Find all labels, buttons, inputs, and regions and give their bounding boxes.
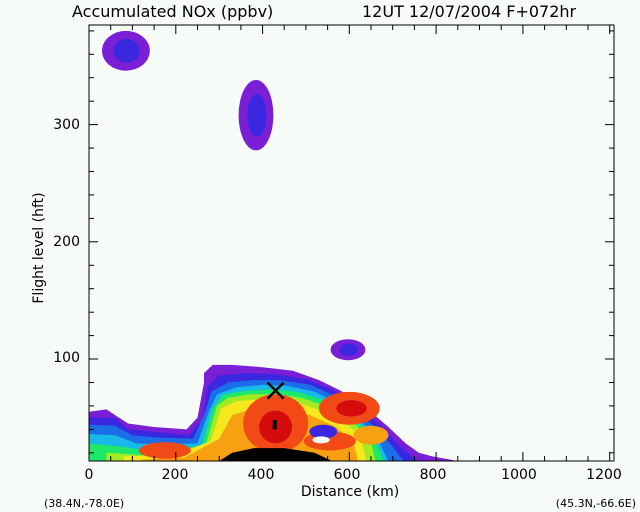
y-axis-label: Flight level (hft) xyxy=(31,192,47,303)
contour-fill-layer xyxy=(89,30,458,461)
core-dark-dot xyxy=(272,420,277,430)
y-tick-label-200: 200 xyxy=(53,234,80,250)
marker-x-stroke-2 xyxy=(266,381,285,400)
x-tick-label-3: 600 xyxy=(334,467,361,483)
core-lower-left xyxy=(138,442,191,459)
blob-upper-left-core xyxy=(113,38,140,63)
axis-ticks xyxy=(88,25,614,461)
corner-coord-right: (45.3N,-66.6E) xyxy=(556,497,636,510)
plot-border xyxy=(88,24,615,462)
chart-title-right: 12UT 12/07/2004 F+072hr xyxy=(362,2,577,21)
x-axis-label: Distance (km) xyxy=(301,484,399,500)
core-right-orange xyxy=(353,425,389,445)
notch-blue xyxy=(309,424,338,439)
x-tick-label-4: 800 xyxy=(420,467,447,483)
x-tick-label-6: 1200 xyxy=(586,467,622,483)
core-right-inner xyxy=(336,400,367,417)
x-tick-label-0: 0 xyxy=(85,467,94,483)
y-tick-label-300: 300 xyxy=(53,117,80,133)
y-tick-label-100: 100 xyxy=(53,350,80,366)
x-tick-label-2: 400 xyxy=(248,467,275,483)
chart-title-left: Accumulated NOx (ppbv) xyxy=(72,2,273,21)
marker-x xyxy=(266,381,285,400)
base-dark xyxy=(219,448,332,461)
x-tick-label-1: 200 xyxy=(162,467,189,483)
x-tick-label-5: 1000 xyxy=(501,467,537,483)
blob-upper-mid-core xyxy=(247,94,267,137)
plot-frame xyxy=(88,24,615,462)
corner-coord-left: (38.4N,-78.0E) xyxy=(44,497,124,510)
notch-hole xyxy=(312,436,330,444)
blob-small-core xyxy=(339,343,359,357)
